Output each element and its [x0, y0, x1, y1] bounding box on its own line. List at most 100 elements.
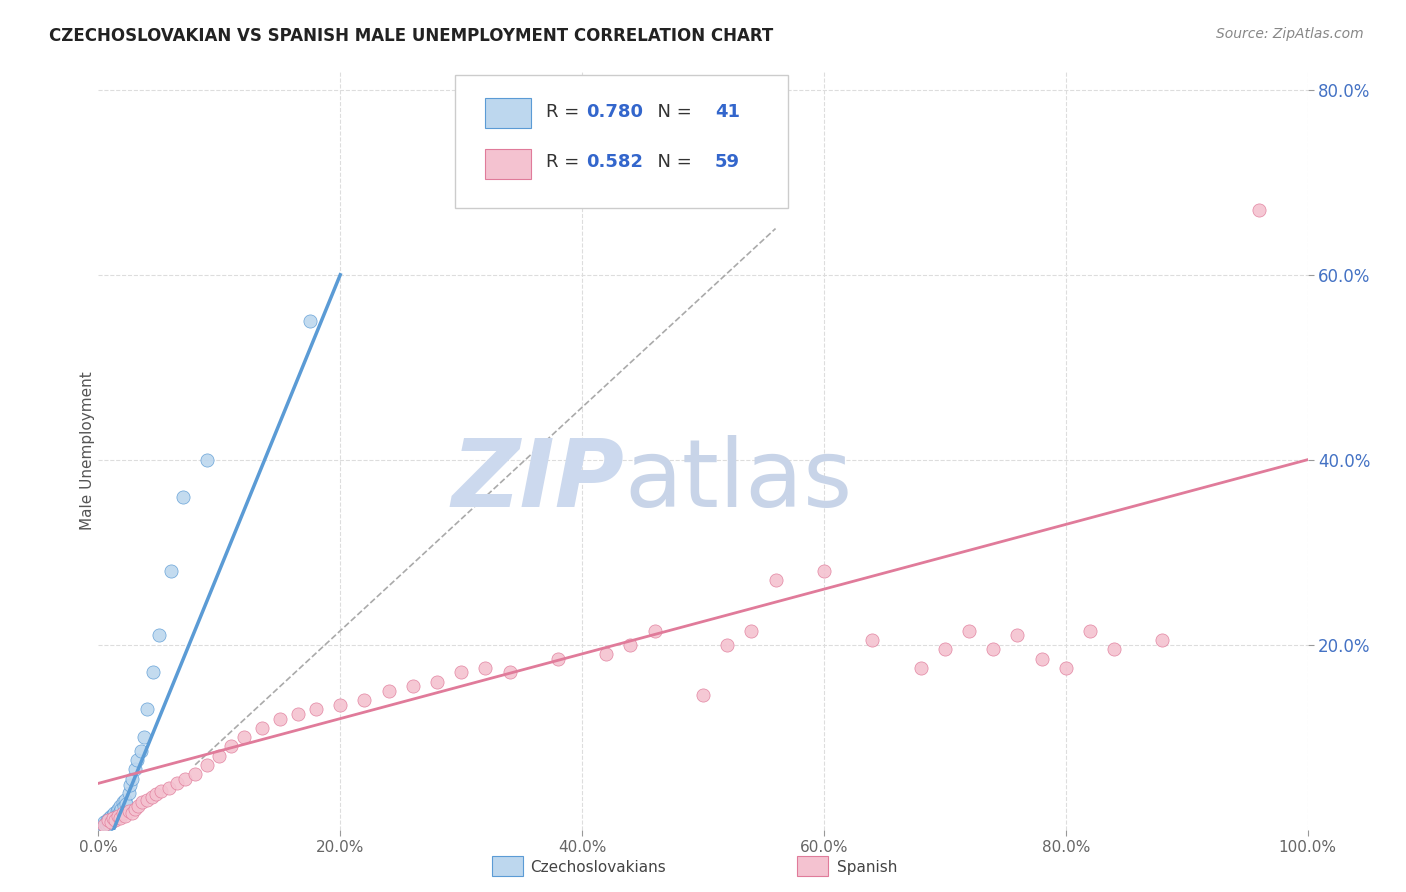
FancyBboxPatch shape	[485, 98, 531, 128]
Point	[160, 564, 183, 578]
Point	[110, 802, 132, 816]
Point	[299, 314, 322, 328]
Point	[692, 689, 714, 703]
Point	[1152, 633, 1174, 648]
Point	[129, 744, 152, 758]
Point	[121, 772, 143, 786]
Text: Spanish: Spanish	[837, 860, 897, 874]
Text: CZECHOSLOVAKIAN VS SPANISH MALE UNEMPLOYMENT CORRELATION CHART: CZECHOSLOVAKIAN VS SPANISH MALE UNEMPLOY…	[49, 27, 773, 45]
Point	[426, 674, 449, 689]
Point	[118, 804, 141, 818]
Point	[131, 795, 153, 809]
Point	[108, 799, 131, 814]
Point	[250, 721, 273, 735]
Point	[124, 802, 146, 816]
Point	[813, 564, 835, 578]
Point	[208, 748, 231, 763]
Point	[166, 776, 188, 790]
Y-axis label: Male Unemployment: Male Unemployment	[80, 371, 94, 530]
Point	[94, 817, 117, 831]
Point	[108, 812, 131, 826]
Point	[114, 808, 136, 822]
FancyBboxPatch shape	[456, 75, 787, 208]
Point	[619, 638, 641, 652]
Point	[96, 814, 118, 828]
Point	[910, 661, 932, 675]
Point	[100, 811, 122, 825]
Point	[329, 698, 352, 712]
Point	[934, 642, 956, 657]
Point	[1102, 642, 1125, 657]
Point	[111, 805, 134, 820]
Point	[135, 702, 157, 716]
Text: 59: 59	[716, 153, 740, 171]
Point	[107, 808, 129, 822]
Point	[195, 452, 218, 467]
Point	[595, 647, 617, 661]
Point	[108, 805, 131, 820]
Text: R =: R =	[546, 153, 585, 171]
Point	[353, 693, 375, 707]
Point	[98, 812, 121, 826]
Text: Czechoslovakians: Czechoslovakians	[530, 860, 666, 874]
Point	[127, 799, 149, 814]
Point	[232, 730, 254, 744]
Point	[105, 807, 128, 822]
Point	[1007, 628, 1029, 642]
Point	[101, 814, 124, 828]
Text: 41: 41	[716, 103, 740, 120]
Point	[740, 624, 762, 638]
Point	[1249, 202, 1271, 217]
Text: atlas: atlas	[624, 434, 852, 527]
Point	[134, 730, 156, 744]
Point	[157, 780, 180, 795]
Point	[101, 812, 124, 826]
Point	[127, 753, 149, 767]
Point	[765, 573, 787, 587]
Point	[141, 790, 163, 805]
Text: ZIP: ZIP	[451, 434, 624, 527]
Point	[1031, 651, 1053, 665]
Point	[107, 802, 129, 816]
Point	[100, 808, 122, 822]
Point	[91, 818, 114, 832]
Point	[305, 702, 328, 716]
Point	[124, 763, 146, 777]
Point	[103, 805, 125, 820]
Point	[118, 786, 141, 800]
Point	[104, 814, 127, 828]
Point	[221, 739, 243, 754]
Point	[114, 793, 136, 807]
Point	[957, 624, 980, 638]
Text: R =: R =	[546, 103, 585, 120]
Point	[93, 818, 115, 832]
FancyBboxPatch shape	[485, 149, 531, 179]
Point	[172, 490, 194, 504]
Point	[1078, 624, 1101, 638]
Point	[981, 642, 1004, 657]
Point	[148, 628, 170, 642]
Point	[716, 638, 738, 652]
Point	[115, 797, 138, 811]
Point	[103, 812, 125, 826]
Point	[1054, 661, 1077, 675]
Point	[174, 772, 197, 786]
Point	[474, 661, 496, 675]
Text: N =: N =	[647, 153, 697, 171]
Point	[101, 807, 124, 822]
Text: N =: N =	[647, 103, 697, 120]
Point	[112, 799, 135, 814]
Text: 0.582: 0.582	[586, 153, 643, 171]
Point	[100, 815, 122, 830]
Point	[644, 624, 666, 638]
Point	[145, 788, 167, 802]
Point	[100, 815, 122, 830]
Point	[104, 809, 127, 823]
Point	[184, 767, 207, 781]
Text: Source: ZipAtlas.com: Source: ZipAtlas.com	[1216, 27, 1364, 41]
Point	[150, 783, 173, 797]
Point	[97, 814, 120, 828]
Point	[121, 805, 143, 820]
Text: 0.780: 0.780	[586, 103, 643, 120]
Point	[105, 804, 128, 818]
